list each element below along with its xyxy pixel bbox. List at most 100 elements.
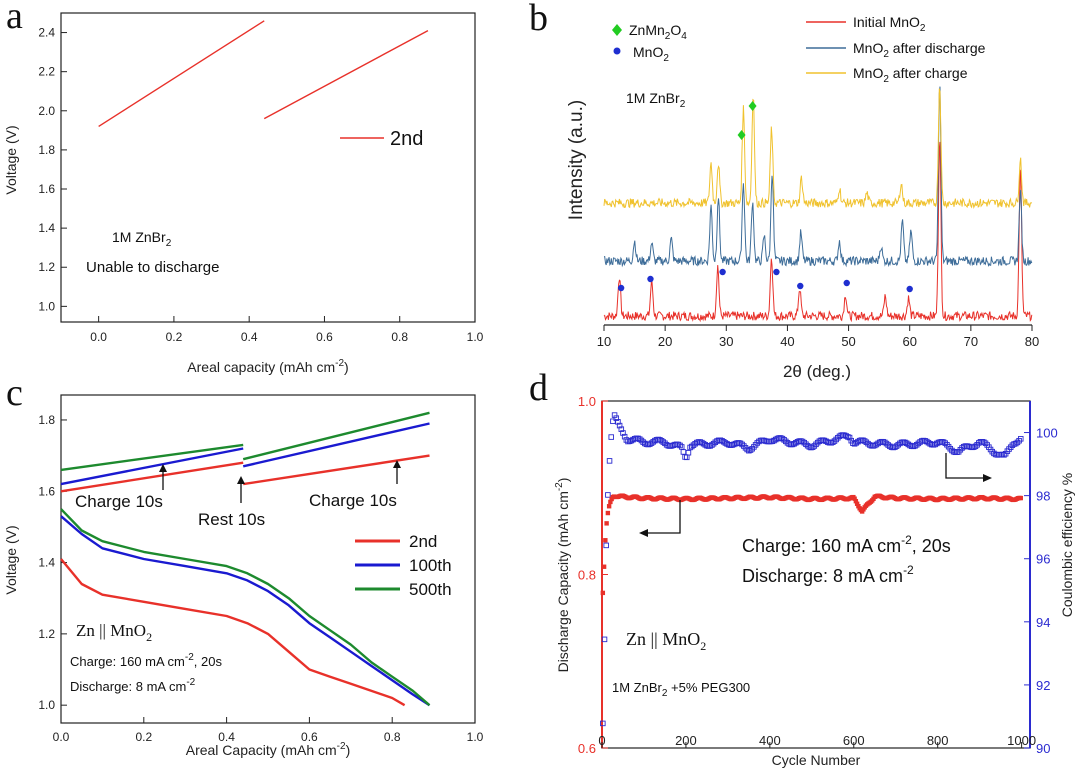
panel-d-xtick-label: 0 bbox=[598, 733, 605, 748]
panel-d-xtick-label: 400 bbox=[759, 733, 781, 748]
panel-c-discharge-cond: Discharge: 8 mA cm-2 bbox=[70, 677, 196, 694]
panel-a-series-line bbox=[263, 29, 429, 120]
panel-c-label-rest: Rest 10s bbox=[198, 510, 265, 529]
panel-d-ytick-left-label: 0.8 bbox=[578, 568, 596, 583]
panel-c-series-line bbox=[60, 508, 431, 707]
panel-c-arrowhead-rest bbox=[237, 476, 245, 484]
panel-d-capacity-point bbox=[601, 564, 607, 569]
panel-d-efficiency-point bbox=[801, 439, 808, 446]
panel-d-efficiency-point bbox=[692, 440, 698, 447]
panel-b-circle-marker bbox=[647, 275, 654, 283]
panel-d-efficiency-point bbox=[833, 436, 839, 443]
panel-c-series-line bbox=[60, 558, 406, 707]
panel-a-electrolyte: 1M ZnBr2 bbox=[112, 229, 172, 249]
panel-c-charge-cond: Charge: 160 mA cm-2, 20s bbox=[70, 652, 222, 669]
panel-a-chart: 1.0 1.2 1.4 1.6 1.8 2.0 2.2 2.4 0.0 0.2 0.4 0.6 0.8… bbox=[3, 12, 484, 375]
panel-c-xtick-label: 0.6 bbox=[301, 730, 318, 744]
panel-d-charge-cond: Charge: 160 mA cm-2, 20s bbox=[742, 533, 951, 556]
panel-d-efficiency-point bbox=[749, 445, 755, 452]
panel-d-ytick-right-label: 96 bbox=[1036, 552, 1050, 567]
panel-d-efficiency-point bbox=[615, 419, 621, 425]
panel-d-ytick-left-label: 0.6 bbox=[578, 741, 596, 756]
panel-c-xtick-label: 0.4 bbox=[218, 730, 235, 744]
panel-d-efficiency-point bbox=[845, 434, 851, 440]
panel-d-ytick-right-label: 94 bbox=[1036, 615, 1050, 630]
panel-label-c: c bbox=[6, 372, 23, 414]
panel-d-efficiency-point bbox=[781, 437, 787, 443]
panel-d-efficiency-point bbox=[603, 542, 609, 549]
panel-d-arrow-efficiency bbox=[945, 453, 985, 479]
panel-a-xtick-label: 0.4 bbox=[241, 330, 258, 344]
panel-b-circle-marker bbox=[719, 268, 726, 276]
panel-b-legend-discharge: MnO2 after discharge bbox=[853, 40, 986, 60]
panel-d-efficiency-point bbox=[660, 439, 667, 445]
panel-d-efficiency-point bbox=[637, 436, 643, 442]
panel-d-efficiency-point bbox=[742, 445, 749, 451]
panel-b-circle-marker bbox=[906, 285, 913, 293]
panel-d-ytick-right-label: 92 bbox=[1036, 678, 1050, 693]
panel-a-ytick-label: 2.2 bbox=[38, 65, 55, 79]
panel-a-xtick-label: 0.2 bbox=[166, 330, 183, 344]
panel-b-diamond-marker bbox=[748, 101, 757, 111]
panel-b-xtick-label: 70 bbox=[964, 334, 978, 349]
panel-d-arrow-capacity bbox=[645, 500, 681, 534]
panel-b-xtick-label: 30 bbox=[719, 334, 733, 349]
panel-d-capacity-point bbox=[608, 499, 613, 505]
panel-c-arrowhead-charge-right bbox=[393, 460, 401, 468]
panel-b-ylabel: Intensity (a.u.) bbox=[566, 100, 587, 220]
panel-c-series-line bbox=[60, 461, 244, 493]
panel-d-cell: Zn || MnO2 bbox=[626, 629, 706, 653]
panel-b-xtick-label: 60 bbox=[902, 334, 916, 349]
panel-d-ytick-right-label: 90 bbox=[1036, 741, 1050, 756]
panel-d-efficiency-point bbox=[620, 430, 626, 436]
panel-d-efficiency-point bbox=[811, 443, 818, 449]
panel-d-efficiency-point bbox=[989, 448, 995, 455]
panel-a-ytick-label: 1.8 bbox=[38, 143, 55, 157]
panel-b-legend-diamond-icon bbox=[612, 24, 622, 36]
panel-c-series-line bbox=[60, 515, 431, 707]
panel-b-series-line bbox=[603, 141, 1033, 323]
panel-d-efficiency-point bbox=[1011, 441, 1017, 447]
panel-c-xtick-label: 0.0 bbox=[53, 730, 70, 744]
panel-b-series-line bbox=[603, 86, 1033, 268]
panel-a-ytick-label: 1.0 bbox=[38, 299, 55, 313]
panel-d-efficiency-point bbox=[600, 720, 606, 727]
panel-label-d: d bbox=[529, 367, 548, 409]
panel-c-ytick-label: 1.4 bbox=[38, 556, 55, 570]
panel-a-xtick-label: 0.6 bbox=[316, 330, 333, 344]
panel-d-efficiency-point bbox=[880, 438, 886, 445]
panel-a-xtick-label: 0.0 bbox=[90, 330, 107, 344]
panel-d-efficiency-point bbox=[638, 437, 645, 444]
panel-d-efficiency-point bbox=[798, 438, 804, 444]
panel-d-ylabel-right: Coulombic efficiency % bbox=[1059, 473, 1075, 617]
panel-d-capacity-point bbox=[603, 538, 608, 543]
panel-c-ytick-label: 1.6 bbox=[38, 484, 55, 498]
panel-d-ytick-right-label: 100 bbox=[1036, 426, 1058, 441]
panel-d-capacity-point bbox=[853, 498, 859, 504]
panel-label-b: b bbox=[529, 0, 548, 39]
panel-d-efficiency-point bbox=[611, 412, 618, 418]
panel-c-ytick-label: 1.2 bbox=[38, 627, 55, 641]
panel-d-xtick-label: 1000 bbox=[1007, 733, 1036, 748]
panel-b-legend-circle-icon bbox=[613, 47, 621, 55]
panel-d-efficiency-point bbox=[942, 440, 948, 446]
panel-d-efficiency-point bbox=[1009, 442, 1016, 448]
panel-c-legend-100th: 100th bbox=[409, 556, 452, 575]
panel-a-ytick-label: 2.4 bbox=[38, 26, 55, 40]
panel-d-electrolyte: 1M ZnBr2 +5% PEG300 bbox=[612, 680, 750, 699]
panel-c-legend-500th: 500th bbox=[409, 580, 452, 599]
panel-d-arrowhead-capacity bbox=[639, 529, 648, 537]
panel-a-series-line bbox=[98, 20, 265, 128]
panel-b-legend-initial: Initial MnO2 bbox=[853, 14, 926, 34]
panel-d-efficiency-point bbox=[981, 439, 987, 445]
panel-c-xtick-label: 0.8 bbox=[384, 730, 401, 744]
panel-d-efficiency-point bbox=[685, 449, 692, 456]
panel-d-efficiency-point bbox=[610, 418, 616, 425]
panel-d-efficiency-point bbox=[813, 441, 819, 448]
panel-a-frame bbox=[60, 12, 476, 323]
panel-c-ylabel: Voltage (V) bbox=[3, 525, 19, 594]
panel-c-cell: Zn || MnO2 bbox=[76, 621, 152, 644]
panel-d-efficiency-point bbox=[972, 443, 979, 450]
panel-c-series-line bbox=[60, 443, 244, 472]
panel-d-efficiency-point bbox=[680, 449, 687, 455]
